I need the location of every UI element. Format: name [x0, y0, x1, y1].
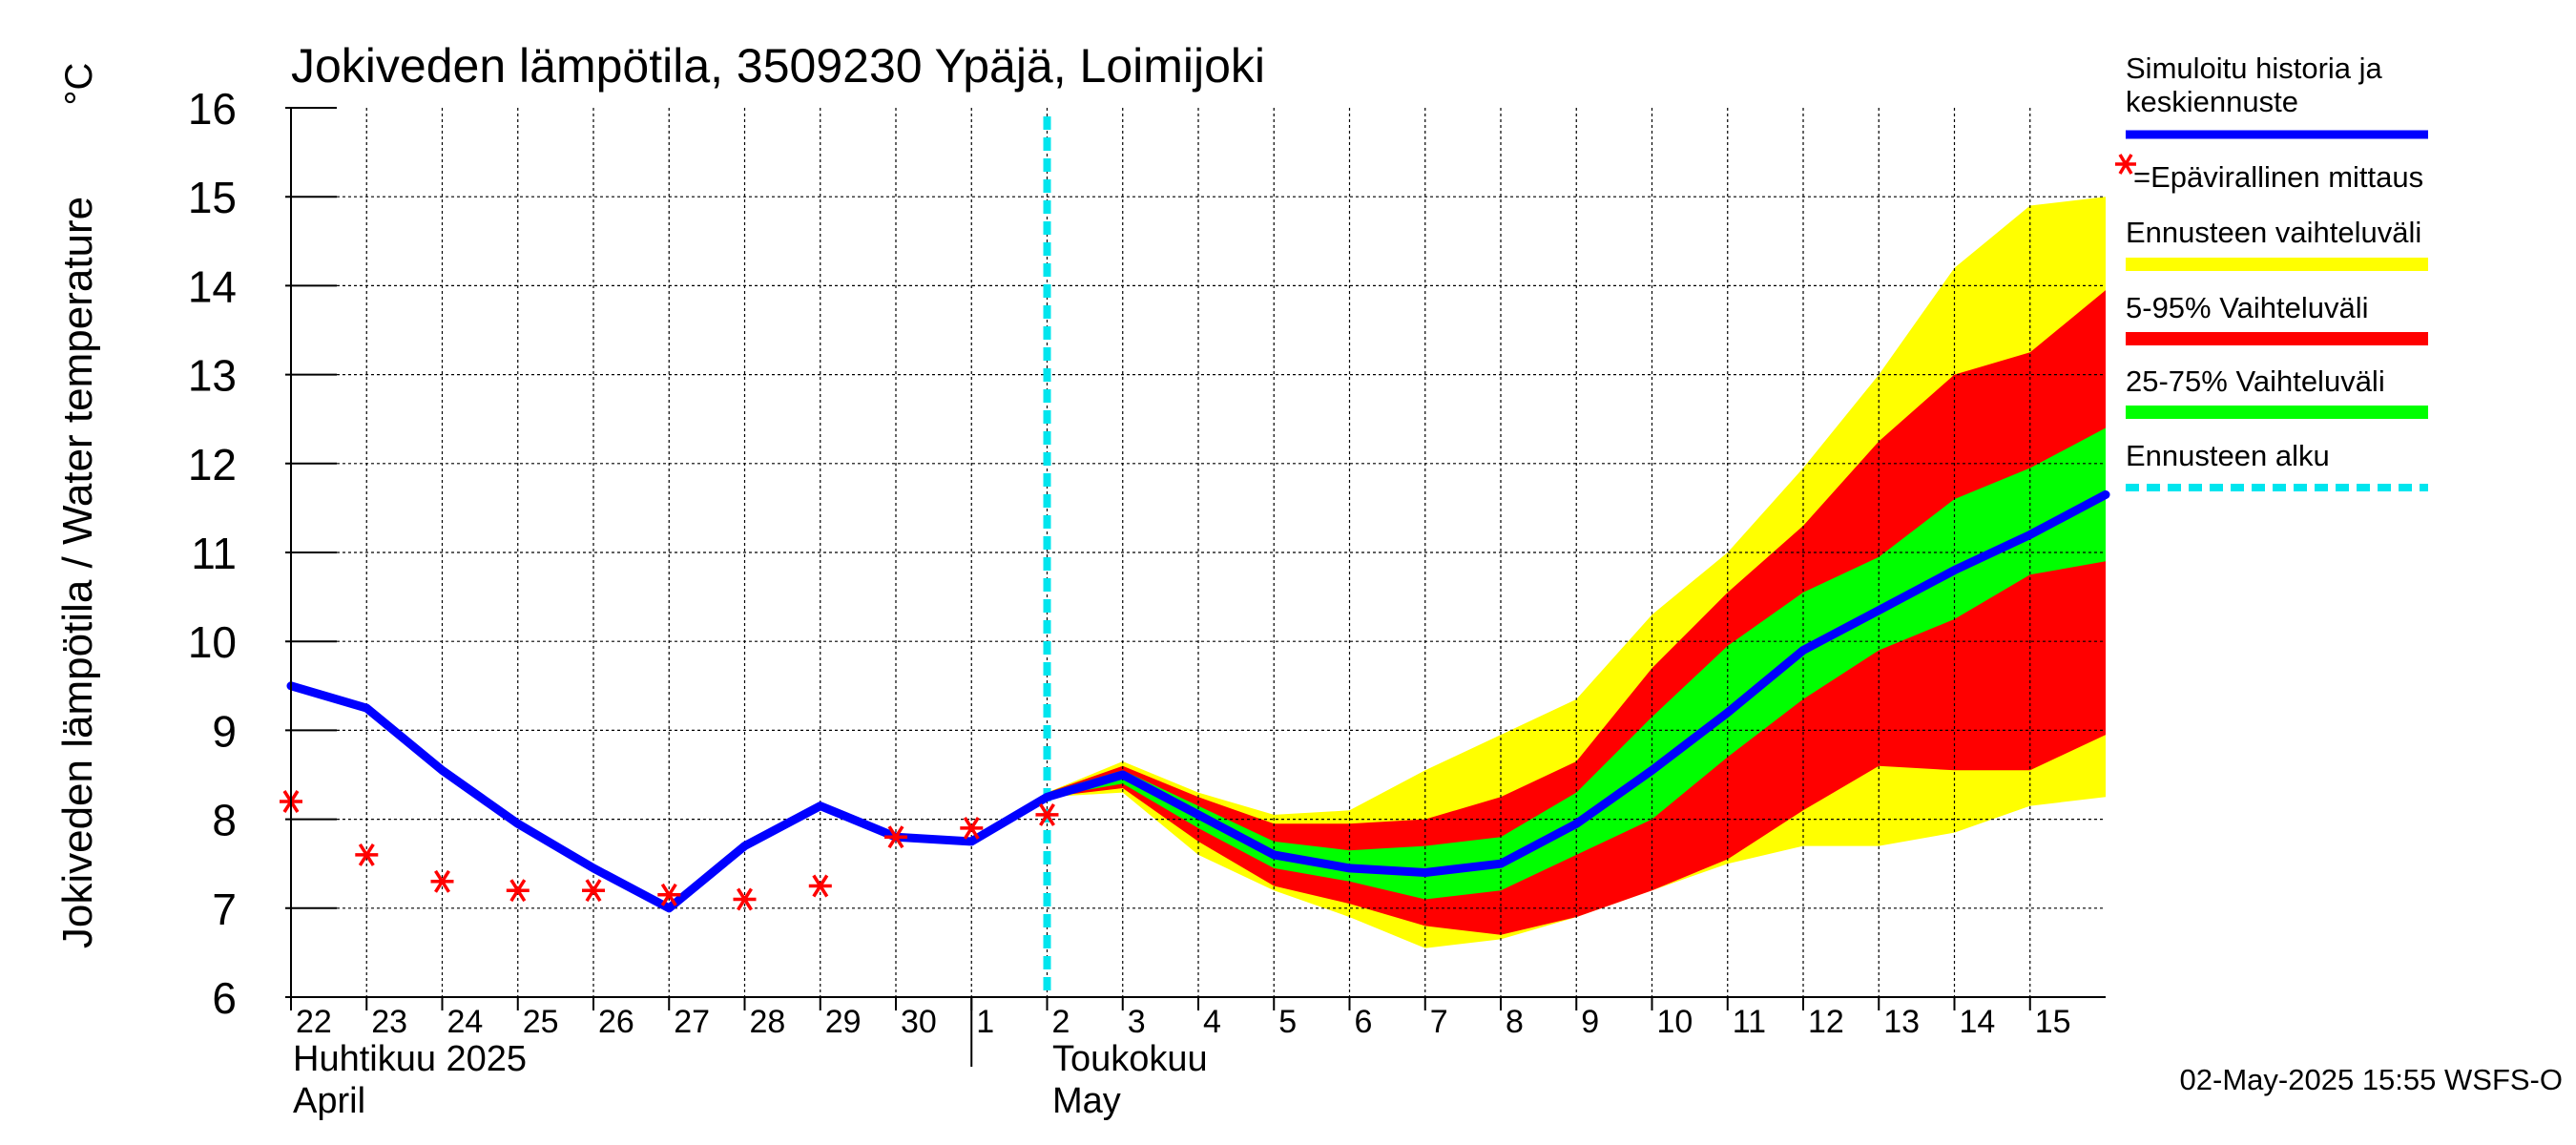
y-tick-label: 8 [212, 796, 237, 845]
legend-label-ennuste: Ennusteen vaihteluväli [2126, 216, 2421, 249]
band-25-75 [1047, 427, 2106, 900]
y-tick-label: 15 [188, 173, 237, 222]
measurement-point [506, 879, 530, 903]
x-tick-label: 28 [750, 1004, 786, 1040]
month-label-may-en: May [1052, 1081, 1121, 1121]
x-tick-label: 14 [1960, 1004, 1996, 1040]
measurement-stroke [358, 843, 375, 866]
x-tick-label: 8 [1506, 1004, 1524, 1040]
measurement-point [657, 883, 681, 906]
x-tick-label: 23 [371, 1004, 407, 1040]
legend-swatch-measurement [2115, 154, 2136, 175]
y-tick-label: 11 [191, 529, 237, 578]
measurement-stroke [1039, 802, 1055, 826]
legend-label-25-75: 25-75% Vaihteluväli [2126, 364, 2385, 398]
x-tick-label: 10 [1657, 1004, 1693, 1040]
legend-label-measurement: =Epävirallinen mittaus [2133, 160, 2423, 194]
forecast-bands [1047, 197, 2106, 948]
y-tick-label: 12 [188, 440, 237, 489]
measurement-point [733, 887, 757, 911]
chart-title: Jokiveden lämpötila, 3509230 Ypäjä, Loim… [291, 39, 1265, 93]
legend-label-forecast-start: Ennusteen alku [2126, 439, 2330, 472]
x-tick-label: 9 [1581, 1004, 1599, 1040]
measurement-stroke [737, 887, 753, 911]
y-tick-label: 7 [212, 885, 237, 934]
y-tick-label: 6 [212, 973, 237, 1023]
x-tick-label: 12 [1808, 1004, 1844, 1040]
x-tick-label: 27 [674, 1004, 710, 1040]
series-line-simulated [286, 489, 2110, 913]
y-tick-label: 13 [188, 351, 237, 401]
measurement-point [884, 825, 907, 849]
x-axis-ticks: 22 23 24 25 26 27 28 29 30 1 2 3 4 5 6 7 8 9 10 11 12 13 14 15 [290, 997, 2071, 1067]
legend-label-5-95: 5-95% Vaihteluväli [2126, 291, 2368, 324]
y-tick-label: 16 [188, 84, 237, 134]
measurement-point [808, 874, 832, 898]
measurement-stroke [887, 825, 904, 849]
measurement-point [1035, 802, 1059, 826]
grid-lines [291, 108, 2106, 997]
y-tick-label: 14 [188, 261, 237, 311]
measurement-stroke [660, 883, 677, 906]
x-tick-label: 26 [598, 1004, 634, 1040]
measurement-stroke [963, 816, 980, 840]
y-tick-label: 10 [188, 617, 237, 667]
x-tick-label: 15 [2035, 1004, 2071, 1040]
x-tick-label: 5 [1278, 1004, 1297, 1040]
x-tick-label: 1 [976, 1004, 994, 1040]
x-tick-label: 11 [1733, 1004, 1766, 1040]
y-axis-ticks: 6 7 8 9 10 11 12 13 14 15 16 [188, 84, 337, 1023]
measurement-stroke [812, 874, 829, 898]
x-tick-label: 25 [523, 1004, 559, 1040]
x-tick-label: 6 [1355, 1004, 1373, 1040]
measurement-stroke [585, 879, 602, 903]
legend-label-simulated-1: Simuloitu historia ja [2126, 52, 2383, 85]
y-tick-label: 9 [212, 706, 237, 756]
x-tick-label: 7 [1430, 1004, 1448, 1040]
x-tick-label: 22 [296, 1004, 332, 1040]
legend-label-simulated-2: keskiennuste [2126, 85, 2298, 118]
x-tick-label: 30 [901, 1004, 937, 1040]
measurement-point [960, 816, 984, 840]
month-label-april-en: April [293, 1081, 365, 1121]
x-tick-label: 29 [825, 1004, 862, 1040]
measurement-point [355, 843, 379, 866]
x-tick-label: 3 [1128, 1004, 1146, 1040]
x-tick-label: 2 [1052, 1004, 1070, 1040]
x-tick-label: 13 [1883, 1004, 1920, 1040]
month-label-april-fi: Huhtikuu 2025 [293, 1039, 527, 1079]
y-axis-label: Jokiveden lämpötila / Water temperature [54, 197, 101, 948]
series-lines [286, 489, 2110, 913]
measurement-stroke [509, 879, 527, 903]
legend: Simuloitu historia ja keskiennuste =Epäv… [2115, 52, 2428, 491]
band-5-95 [1047, 290, 2106, 935]
measurement-stroke [434, 869, 450, 893]
x-tick-label: 24 [447, 1004, 484, 1040]
month-label-may-fi: Toukokuu [1052, 1039, 1208, 1079]
footer-timestamp: 02-May-2025 15:55 WSFS-O [2180, 1063, 2563, 1096]
y-axis-unit: °C [58, 63, 100, 106]
measurement-point [582, 879, 605, 903]
measurement-point [430, 869, 454, 893]
x-tick-label: 4 [1203, 1004, 1221, 1040]
measurement-markers [280, 790, 1059, 911]
